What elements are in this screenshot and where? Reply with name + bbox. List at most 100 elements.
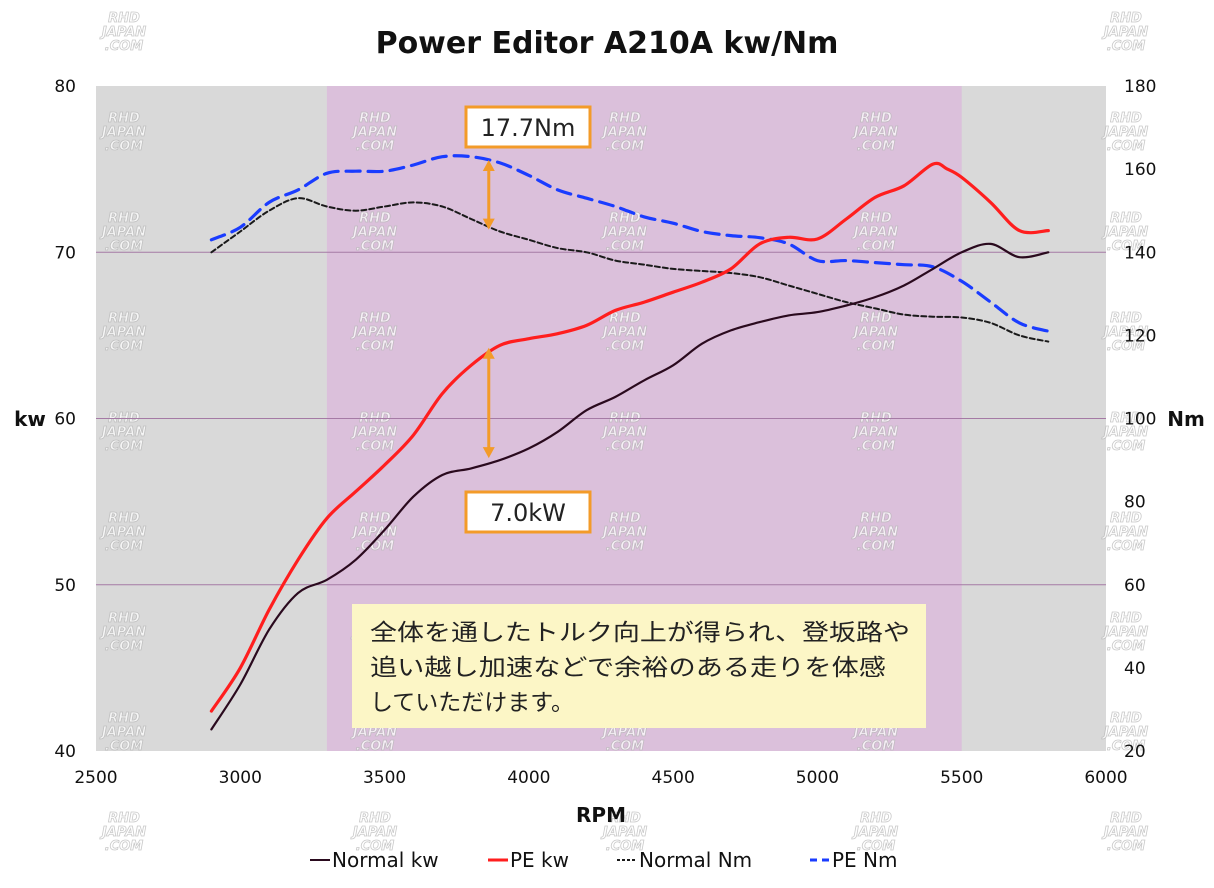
- watermark-text: RHD: [1110, 211, 1142, 226]
- watermark-text: JAPAN: [350, 725, 397, 740]
- watermark-text: RHD: [609, 211, 641, 226]
- watermark-text: .COM: [1107, 39, 1146, 54]
- y-left-tick-label: 50: [54, 576, 76, 596]
- watermark-text: .COM: [606, 239, 645, 254]
- legend-label: Normal Nm: [639, 848, 752, 872]
- y-right-tick-label: 180: [1124, 77, 1156, 97]
- watermark-text: .COM: [105, 239, 144, 254]
- watermark-text: RHD: [1110, 311, 1142, 326]
- watermark-text: JAPAN: [350, 425, 397, 440]
- watermark-text: RHD: [1110, 611, 1142, 626]
- watermark-text: JAPAN: [1101, 425, 1148, 440]
- watermark-text: .COM: [1107, 539, 1146, 554]
- watermark-text: JAPAN: [1101, 725, 1148, 740]
- watermark-text: .COM: [857, 139, 896, 154]
- watermark-text: RHD: [359, 111, 391, 126]
- watermark-text: RHD: [1110, 811, 1142, 826]
- watermark-text: RHD: [108, 511, 140, 526]
- arrow-head-bottom: [482, 447, 495, 459]
- watermark-text: RHD: [108, 711, 140, 726]
- watermark-text: JAPAN: [600, 525, 647, 540]
- x-tick-label: 5000: [796, 768, 839, 788]
- x-tick-label: 6000: [1084, 768, 1127, 788]
- watermark-text: .COM: [606, 439, 645, 454]
- watermark-text: JAPAN: [350, 325, 397, 340]
- chart-title: Power Editor A210A kw/Nm: [376, 26, 839, 61]
- x-tick-label: 2500: [74, 768, 117, 788]
- watermark-text: RHD: [359, 511, 391, 526]
- watermark-text: RHD: [860, 311, 892, 326]
- watermark-text: JAPAN: [1101, 525, 1148, 540]
- watermark-text: .COM: [606, 839, 645, 854]
- watermark-text: JAPAN: [851, 125, 898, 140]
- watermark-text: JAPAN: [99, 525, 146, 540]
- watermark-text: .COM: [1107, 339, 1146, 354]
- legend-label: Normal kw: [332, 848, 439, 872]
- watermark-text: JAPAN: [1101, 225, 1148, 240]
- watermark-text: .COM: [857, 439, 896, 454]
- power-gain-callout: 7.0kW: [464, 490, 592, 534]
- watermark-text: JAPAN: [600, 425, 647, 440]
- series-line-pe-nm: [209, 154, 1050, 333]
- watermark-text: JAPAN: [1101, 625, 1148, 640]
- watermark-text: .COM: [356, 739, 395, 754]
- watermark-text: JAPAN: [851, 825, 898, 840]
- y-axis-right-label: Nm: [1167, 407, 1205, 431]
- watermark-text: .COM: [356, 839, 395, 854]
- watermark-text: RHD: [108, 111, 140, 126]
- watermark-text: JAPAN: [350, 525, 397, 540]
- x-tick-label: 3500: [363, 768, 406, 788]
- y-right-tick-label: 160: [1124, 160, 1156, 180]
- x-tick-label: 4500: [652, 768, 695, 788]
- y-right-tick-label: 80: [1124, 493, 1146, 513]
- watermark-text: .COM: [857, 739, 896, 754]
- watermark-text: JAPAN: [350, 125, 397, 140]
- note-box: [352, 604, 926, 728]
- x-tick-label: 3000: [219, 768, 262, 788]
- watermark-text: .COM: [105, 139, 144, 154]
- torque-gain-callout: 17.7Nm: [464, 105, 592, 149]
- watermark-text: RHD: [359, 211, 391, 226]
- watermark-text: RHD: [1110, 511, 1142, 526]
- watermark-text: .COM: [1107, 139, 1146, 154]
- watermark-text: JAPAN: [99, 425, 146, 440]
- watermark-text: .COM: [1107, 839, 1146, 854]
- callout-box: [464, 105, 592, 149]
- watermark-text: .COM: [1107, 439, 1146, 454]
- watermark-text: JAPAN: [1101, 825, 1148, 840]
- watermark-text: JAPAN: [99, 325, 146, 340]
- torque-gain-arrow: [482, 160, 495, 230]
- watermark-text: .COM: [356, 139, 395, 154]
- arrow-head-top: [482, 160, 495, 172]
- watermark-text: .COM: [105, 339, 144, 354]
- watermark-text: .COM: [606, 339, 645, 354]
- watermark-text: RHD: [860, 111, 892, 126]
- watermark-text: RHD: [108, 611, 140, 626]
- watermark-text: RHD: [108, 211, 140, 226]
- watermark-text: .COM: [1107, 239, 1146, 254]
- x-axis-label: RPM: [576, 803, 626, 827]
- legend-label: PE Nm: [832, 848, 898, 872]
- watermark-text: JAPAN: [851, 425, 898, 440]
- series-line-normal-nm: [210, 197, 1050, 343]
- callout-text: 17.7Nm: [481, 114, 576, 142]
- watermark-text: .COM: [356, 439, 395, 454]
- y-right-tick-label: 100: [1124, 410, 1156, 430]
- watermark-text: JAPAN: [350, 825, 397, 840]
- watermark-text: RHD: [609, 511, 641, 526]
